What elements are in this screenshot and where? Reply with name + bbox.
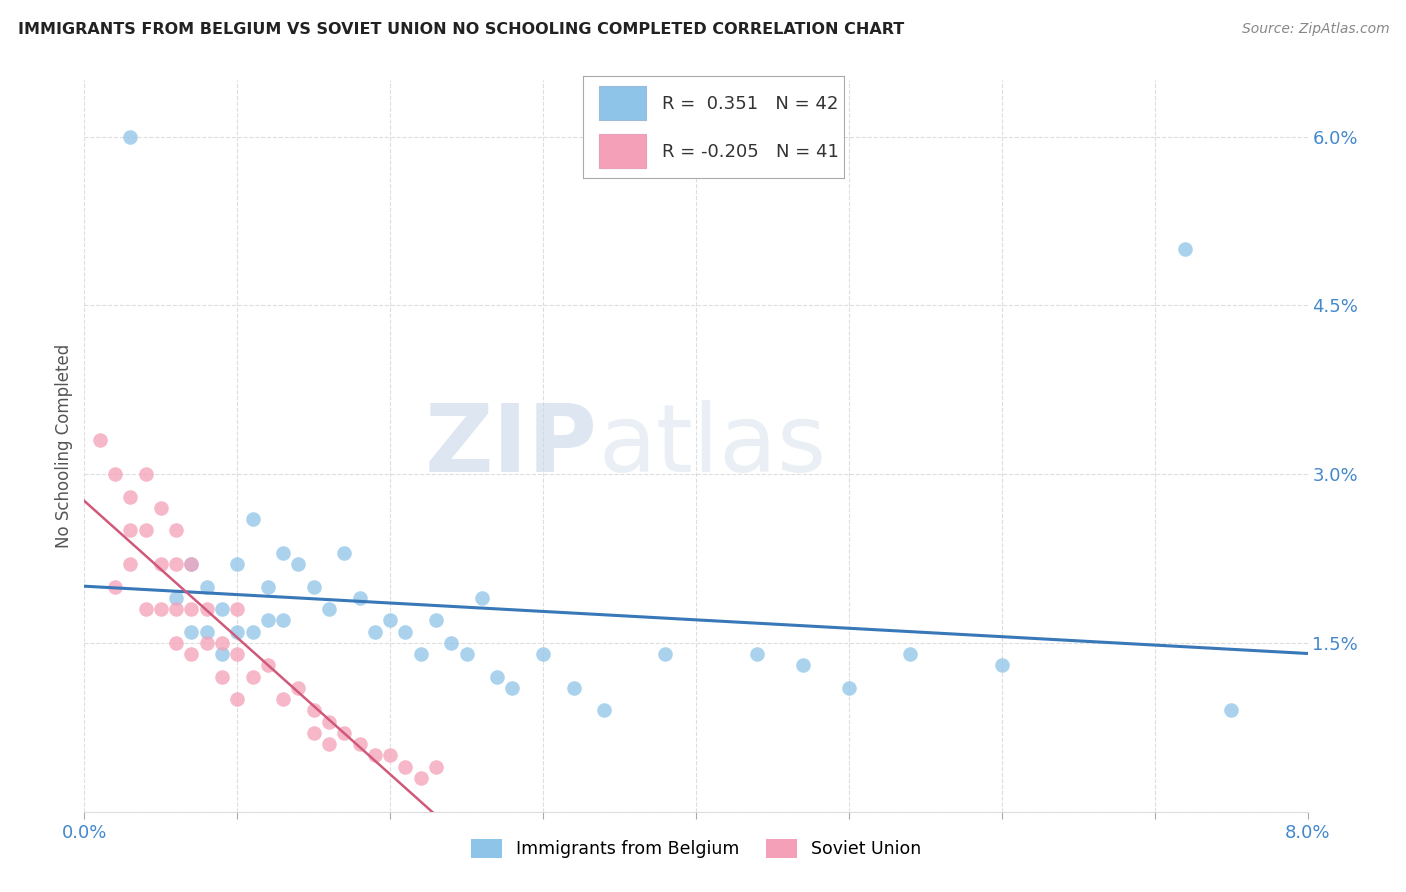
Bar	[599, 135, 645, 168]
Point	[531, 647, 554, 661]
Legend: Immigrants from Belgium, Soviet Union: Immigrants from Belgium, Soviet Union	[464, 832, 928, 865]
Text: ZIP: ZIP	[425, 400, 598, 492]
Point	[364, 624, 387, 639]
Bar	[599, 87, 645, 120]
Point	[440, 636, 463, 650]
Point	[898, 647, 921, 661]
Point	[257, 580, 280, 594]
Point	[195, 624, 218, 639]
Point	[302, 580, 325, 594]
Point	[195, 636, 218, 650]
Point	[180, 647, 202, 661]
Point	[135, 602, 157, 616]
Point	[257, 614, 280, 628]
Point	[271, 546, 294, 560]
Point	[226, 647, 249, 661]
Point	[195, 580, 218, 594]
Point	[226, 692, 249, 706]
Point	[654, 647, 676, 661]
Point	[180, 602, 202, 616]
Point	[364, 748, 387, 763]
Point	[1174, 242, 1197, 256]
Point	[409, 771, 432, 785]
Point	[89, 434, 111, 448]
Point	[211, 636, 233, 650]
Point	[380, 614, 402, 628]
Point	[120, 557, 142, 571]
Point	[747, 647, 769, 661]
Point	[226, 557, 249, 571]
Point	[593, 703, 616, 717]
Point	[211, 602, 233, 616]
Point	[287, 557, 309, 571]
Point	[104, 467, 127, 482]
Point	[486, 670, 509, 684]
Point	[471, 591, 494, 605]
Text: atlas: atlas	[598, 400, 827, 492]
Point	[104, 580, 127, 594]
Point	[409, 647, 432, 661]
Point	[211, 670, 233, 684]
Point	[271, 692, 294, 706]
Point	[149, 500, 172, 515]
Y-axis label: No Schooling Completed: No Schooling Completed	[55, 344, 73, 548]
Point	[792, 658, 814, 673]
Point	[271, 614, 294, 628]
Point	[180, 557, 202, 571]
Point	[149, 557, 172, 571]
Point	[120, 524, 142, 538]
Text: Source: ZipAtlas.com: Source: ZipAtlas.com	[1241, 22, 1389, 37]
Point	[562, 681, 585, 695]
Point	[502, 681, 524, 695]
Point	[838, 681, 860, 695]
Point	[180, 557, 202, 571]
Point	[349, 737, 371, 751]
Point	[242, 624, 264, 639]
Point	[333, 726, 356, 740]
Text: R = -0.205   N = 41: R = -0.205 N = 41	[662, 143, 838, 161]
Point	[211, 647, 233, 661]
Point	[349, 591, 371, 605]
Point	[257, 658, 280, 673]
Point	[226, 602, 249, 616]
Point	[287, 681, 309, 695]
Point	[380, 748, 402, 763]
Point	[120, 490, 142, 504]
Point	[302, 726, 325, 740]
Point	[180, 624, 202, 639]
Point	[394, 624, 416, 639]
Point	[165, 636, 187, 650]
Point	[991, 658, 1014, 673]
Point	[425, 760, 447, 774]
Point	[120, 129, 142, 144]
Point	[135, 524, 157, 538]
Point	[318, 714, 340, 729]
Point	[333, 546, 356, 560]
Point	[302, 703, 325, 717]
Point	[1220, 703, 1243, 717]
Text: R =  0.351   N = 42: R = 0.351 N = 42	[662, 95, 838, 112]
Point	[318, 737, 340, 751]
Point	[135, 467, 157, 482]
Point	[195, 602, 218, 616]
Point	[165, 591, 187, 605]
Point	[242, 670, 264, 684]
Point	[394, 760, 416, 774]
Point	[149, 602, 172, 616]
Text: IMMIGRANTS FROM BELGIUM VS SOVIET UNION NO SCHOOLING COMPLETED CORRELATION CHART: IMMIGRANTS FROM BELGIUM VS SOVIET UNION …	[18, 22, 904, 37]
Point	[165, 524, 187, 538]
Point	[425, 614, 447, 628]
Point	[165, 557, 187, 571]
Point	[165, 602, 187, 616]
Point	[226, 624, 249, 639]
Point	[242, 512, 264, 526]
Point	[318, 602, 340, 616]
Point	[456, 647, 478, 661]
